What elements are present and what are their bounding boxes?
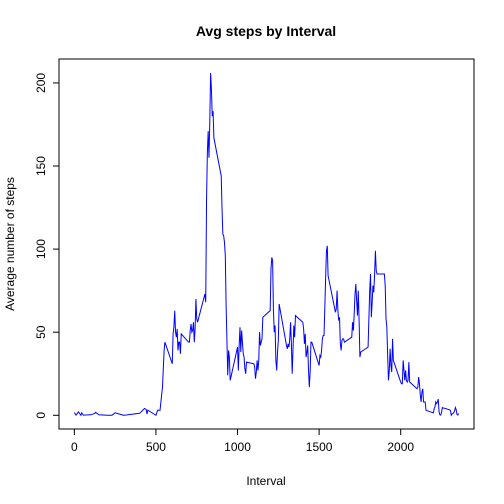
x-tick-label: 1500 (306, 440, 333, 454)
y-axis-title: Average number of steps (3, 177, 17, 311)
data-line (73, 72, 460, 417)
x-tick-label: 2000 (387, 440, 414, 454)
y-tick-label: 50 (34, 325, 48, 339)
y-tick-label: 100 (34, 239, 48, 259)
y-tick-label: 150 (34, 156, 48, 176)
plot-box (58, 58, 475, 430)
x-tick-label: 500 (146, 440, 166, 454)
x-tick-label: 1000 (224, 440, 251, 454)
chart-title: Avg steps by Interval (196, 23, 336, 39)
y-tick-label: 200 (34, 73, 48, 93)
y-tick-label: 0 (34, 412, 48, 419)
x-axis-title: Interval (246, 474, 285, 488)
x-tick-label: 0 (71, 440, 78, 454)
